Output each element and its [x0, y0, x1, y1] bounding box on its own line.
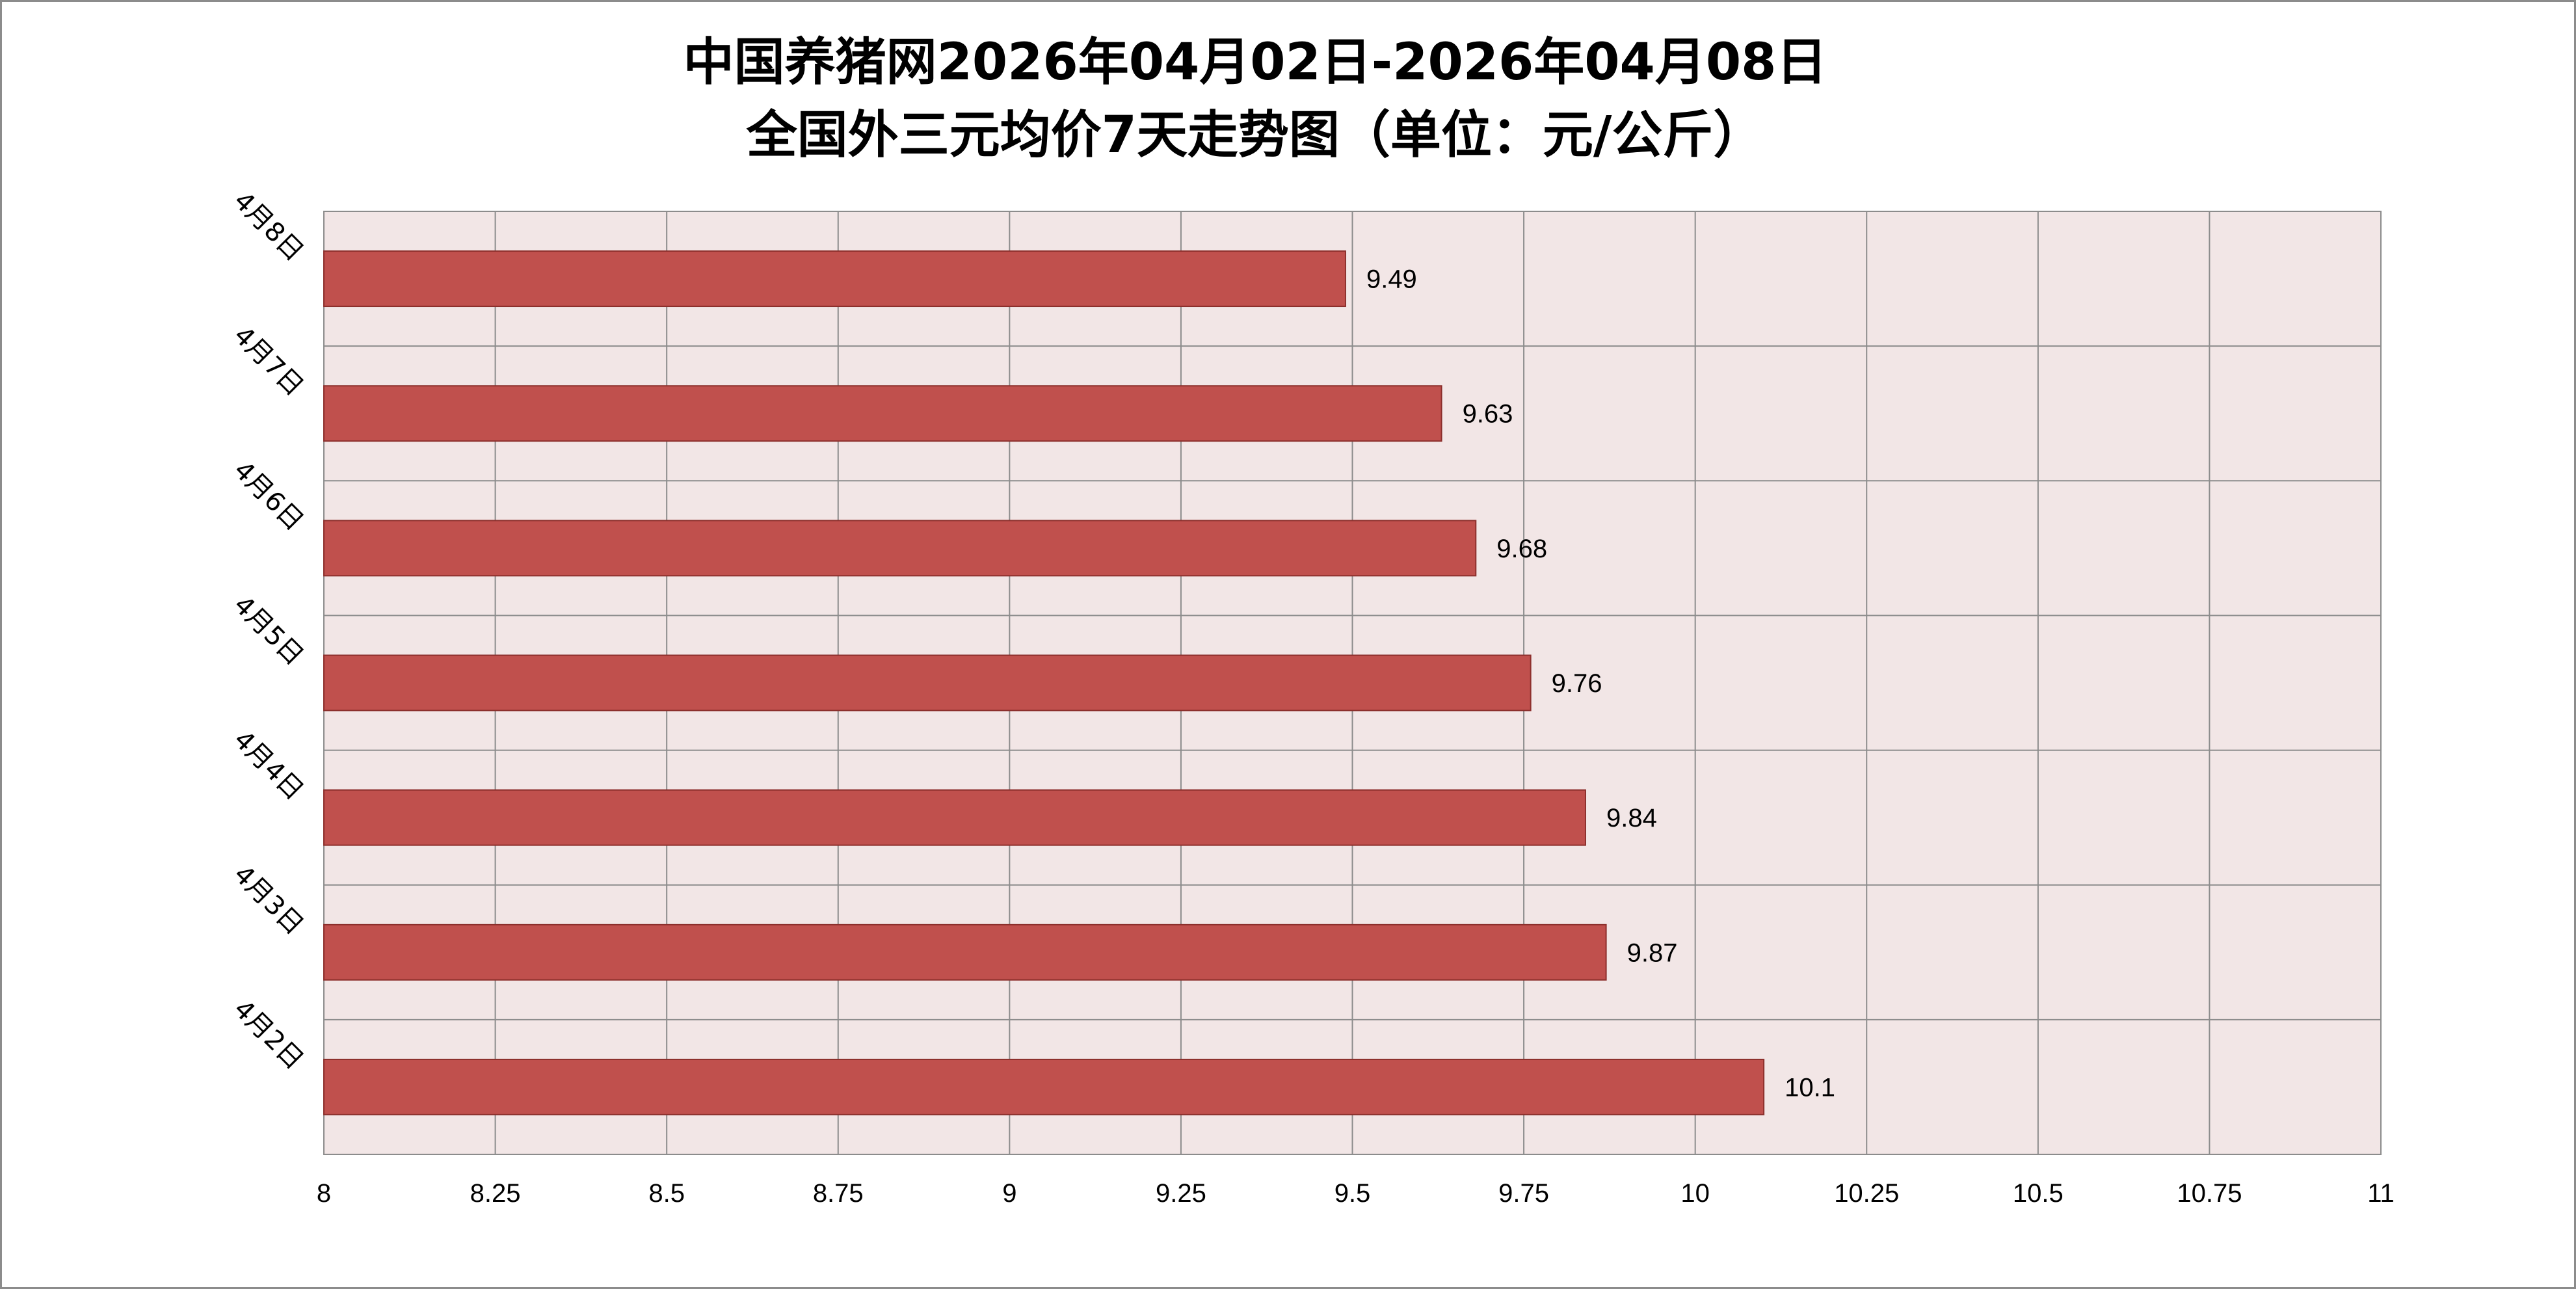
- data-label: 9.84: [1606, 804, 1657, 832]
- data-label: 9.87: [1627, 938, 1678, 967]
- y-category-label: 4月3日: [228, 859, 309, 940]
- y-category-label: 4月7日: [228, 321, 309, 402]
- y-category-label: 4月4日: [228, 724, 309, 806]
- x-tick-label: 9.75: [1498, 1179, 1549, 1208]
- data-label: 9.49: [1366, 265, 1417, 294]
- bar: [323, 654, 1532, 711]
- data-label: 9.63: [1463, 400, 1513, 429]
- y-category-label: 4月2日: [228, 994, 309, 1076]
- chart-title: 中国养猪网2026年04月02日-2026年04月08日 全国外三元均价7天走势…: [0, 26, 2510, 172]
- x-tick-label: 10: [1680, 1179, 1710, 1208]
- bar: [323, 924, 1607, 981]
- x-tick-label: 8: [317, 1179, 331, 1208]
- bar: [323, 250, 1346, 308]
- x-tick-label: 9.5: [1334, 1179, 1371, 1208]
- data-label: 10.1: [1785, 1073, 1835, 1102]
- chart-title-line-2: 全国外三元均价7天走势图（单位：元/公斤）: [746, 106, 1764, 165]
- y-category-label: 4月6日: [228, 455, 309, 537]
- data-label: 9.68: [1496, 535, 1547, 563]
- bar: [323, 520, 1477, 577]
- data-label: 9.76: [1552, 669, 1602, 698]
- x-tick-label: 11: [2367, 1179, 2395, 1208]
- y-category-label: 4月5日: [228, 590, 309, 671]
- x-tick-label: 8.25: [470, 1179, 521, 1208]
- x-tick-label: 10.75: [2177, 1179, 2242, 1208]
- x-tick-label: 9: [1002, 1179, 1016, 1208]
- bar: [323, 385, 1442, 442]
- x-tick-label: 9.25: [1156, 1179, 1206, 1208]
- bar: [323, 1058, 1765, 1115]
- bar: [323, 789, 1586, 846]
- x-tick-label: 10.5: [2013, 1179, 2064, 1208]
- chart-title-line-1: 中国养猪网2026年04月02日-2026年04月08日: [683, 33, 1827, 92]
- x-tick-label: 8.75: [813, 1179, 864, 1208]
- x-tick-label: 10.25: [1834, 1179, 1899, 1208]
- x-tick-label: 8.5: [648, 1179, 685, 1208]
- y-category-label: 4月8日: [228, 186, 309, 267]
